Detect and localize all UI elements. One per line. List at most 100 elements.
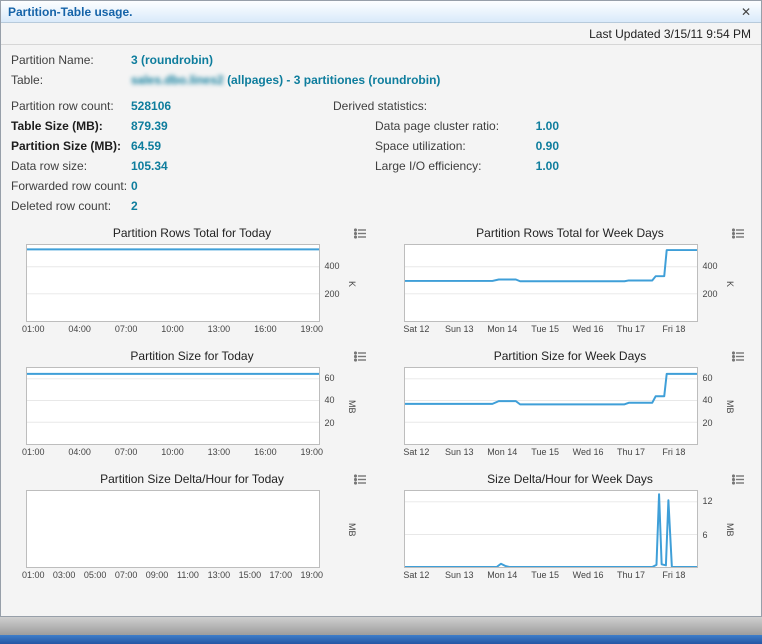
chart-plot [403, 367, 698, 445]
field-label: Partition Size (MB): [11, 139, 121, 153]
x-tick-label: 07:00 [114, 447, 138, 457]
chart-title: Partition Size for Week Days [493, 349, 647, 363]
chart-plot [403, 244, 698, 322]
chart-title: Partition Rows Total for Week Days [476, 226, 664, 240]
y-tick-label: 60 [324, 373, 335, 384]
derived-stat-row: Large I/O efficiency: 1.00 [333, 156, 751, 176]
partition-usage-window: Partition-Table usage. ✕ Last Updated 3/… [0, 0, 762, 617]
x-tick-label: Fri 18 [662, 447, 686, 457]
y-axis: 20 40 60 [700, 367, 724, 447]
field-deleted-row-count: Deleted row count: 2 [11, 196, 333, 216]
field-value: sales.dbo.lines2 (allpages) - 3 partitio… [131, 73, 440, 87]
taskbar-strip[interactable] [0, 635, 762, 644]
chart-size-week: Partition Size for Week Days Sat 12 Sun 1… [385, 347, 755, 458]
derived-statistics-heading: Derived statistics: [333, 99, 428, 113]
x-tick-label: 16:00 [254, 447, 277, 457]
chart-title: Size Delta/Hour for Week Days [487, 472, 653, 486]
field-value: 2 [131, 199, 138, 213]
x-tick-label: Mon 14 [487, 324, 518, 334]
field-label: Data row size: [11, 159, 88, 173]
x-tick-label: 05:00 [83, 570, 107, 580]
chart-size-delta-week: Size Delta/Hour for Week Days Sat 12 Sun … [385, 470, 755, 581]
info-section: Partition Name: 3 (roundrobin) Table: sa… [1, 45, 761, 216]
x-tick-label: Sun 13 [445, 447, 474, 457]
x-axis: Sat 12 Sun 13 Mon 14 Tue 15 Wed 16 Thu 17 Fri … [403, 445, 700, 458]
field-label: Partition row count: [11, 99, 114, 113]
x-tick-label: Mon 14 [487, 447, 518, 457]
chart-rows-today: Partition Rows Total for Today 01:00 04:0… [7, 224, 377, 335]
series-line [404, 372, 697, 406]
x-tick-label: 01:00 [21, 447, 45, 457]
x-tick-label: 01:00 [21, 324, 45, 334]
chart-menu-icon[interactable] [731, 351, 745, 362]
x-tick-label: Wed 16 [572, 447, 604, 457]
x-tick-label: Fri 18 [662, 570, 686, 580]
x-tick-label: 19:00 [300, 447, 324, 457]
y-axis: 200 400 [322, 244, 346, 324]
chart-size-delta-today: Partition Size Delta/Hour for Today 01:0… [7, 470, 377, 581]
close-icon[interactable]: ✕ [740, 4, 751, 19]
last-updated-text: Last Updated 3/15/11 9:54 PM [589, 26, 751, 41]
field-value: 528106 [131, 99, 172, 113]
x-axis: Sat 12 Sun 13 Mon 14 Tue 15 Wed 16 Thu 17 Fri … [403, 568, 700, 581]
table-name-detail: (allpages) - 3 partitiones (roundrobin) [227, 73, 441, 87]
chart-menu-icon[interactable] [353, 351, 367, 362]
derived-stat-row: Data page cluster ratio: 1.00 [333, 116, 751, 136]
y-tick-label: 200 [324, 289, 340, 300]
chart-size-today: Partition Size for Today 01:00 04:00 07:00… [7, 347, 377, 458]
x-tick-label: 17:00 [269, 570, 293, 580]
window-title: Partition-Table usage. [8, 4, 133, 19]
x-tick-label: Tue 15 [531, 324, 559, 334]
chart-plot [25, 490, 320, 568]
derived-stat-row: Space utilization: 0.90 [333, 136, 751, 156]
chart-menu-icon[interactable] [353, 228, 367, 239]
field-value: 105.34 [131, 159, 168, 173]
x-tick-label: Wed 16 [572, 324, 604, 334]
chart-menu-icon[interactable] [731, 228, 745, 239]
chart-menu-icon[interactable] [731, 474, 745, 485]
chart-menu-icon[interactable] [353, 474, 367, 485]
y-axis-unit: MB [725, 400, 735, 414]
x-tick-label: Fri 18 [662, 324, 686, 334]
x-tick-label: 13:00 [207, 570, 231, 580]
field-label: Table Size (MB): [11, 119, 103, 133]
stat-label: Space utilization: [375, 139, 466, 153]
x-axis: Sat 12 Sun 13 Mon 14 Tue 15 Wed 16 Thu 17 Fri … [403, 322, 700, 335]
y-tick-label: 60 [702, 373, 713, 384]
y-tick-label: 20 [324, 417, 335, 428]
y-axis-unit: MB [347, 523, 357, 537]
titlebar: Partition-Table usage. ✕ [1, 1, 761, 23]
field-value: 0 [131, 179, 138, 193]
field-label: Partition Name: [11, 53, 94, 67]
stat-value: 1.00 [535, 119, 559, 133]
field-partition-name: Partition Name: 3 (roundrobin) [11, 50, 333, 70]
field-partition-size: Partition Size (MB): 64.59 [11, 136, 333, 156]
x-tick-label: Sat 12 [403, 447, 430, 457]
stat-value: 0.90 [535, 139, 559, 153]
x-tick-label: Tue 15 [531, 447, 559, 457]
field-label: Deleted row count: [11, 199, 112, 213]
x-tick-label: 07:00 [114, 570, 138, 580]
x-tick-label: 01:00 [21, 570, 45, 580]
field-value: 3 (roundrobin) [131, 53, 213, 67]
chart-title: Partition Size Delta/Hour for Today [100, 472, 284, 486]
y-tick-label: 400 [702, 261, 718, 272]
x-tick-label: 15:00 [238, 570, 262, 580]
x-tick-label: 19:00 [300, 570, 324, 580]
chart-plot [25, 367, 320, 445]
x-tick-label: 13:00 [207, 324, 231, 334]
x-tick-label: Thu 17 [616, 447, 645, 457]
x-tick-label: 10:00 [161, 324, 184, 334]
x-tick-label: Wed 16 [572, 570, 604, 580]
stat-label: Data page cluster ratio: [375, 119, 500, 133]
field-table-size: Table Size (MB): 879.39 [11, 116, 333, 136]
y-axis: 6 12 [700, 490, 724, 570]
y-axis-unit: MB [347, 400, 357, 414]
table-name-obscured: sales.dbo.lines2 [131, 73, 224, 87]
field-label: Forwarded row count: [11, 179, 128, 193]
info-left-column: Partition Name: 3 (roundrobin) Table: sa… [11, 50, 440, 216]
x-tick-label: Tue 15 [531, 570, 559, 580]
field-value: 64.59 [131, 139, 162, 153]
y-tick-label: 40 [324, 395, 335, 406]
